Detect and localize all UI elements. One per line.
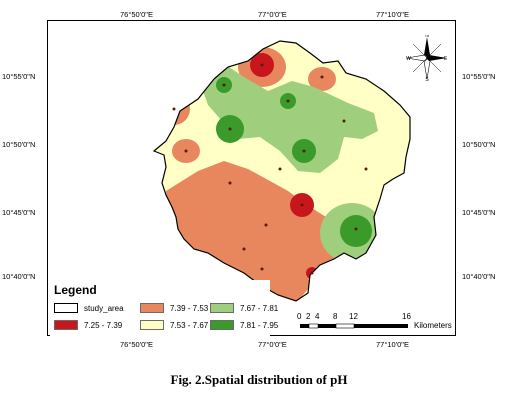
legend-item-7-39-7-53: 7.39 - 7.53: [140, 303, 208, 313]
sample-point: [264, 223, 268, 227]
legend-swatch-7-39-7-53: [140, 303, 164, 313]
lon-tick-bottom-3: 77°10'0"E: [376, 340, 409, 349]
legend-item-7-53-7-67: 7.53 - 7.67: [140, 320, 208, 330]
ph-map: [152, 40, 411, 302]
lon-tick-top-1: 76°50'0"E: [120, 10, 153, 19]
scale-tick-0: 0: [297, 312, 302, 321]
lon-tick-top-2: 77°0'0"E: [258, 10, 287, 19]
east-label: E: [444, 56, 448, 62]
scale-bar-graphic: [300, 323, 408, 329]
north-arrow-icon: N S W E: [406, 35, 448, 81]
sample-point: [278, 167, 282, 171]
zone-dgreen-5: [340, 215, 372, 247]
legend-label-7-81-7-95: 7.81 - 7.95: [240, 320, 279, 330]
lat-tick-left-1: 10°55'0"N: [2, 72, 36, 81]
legend-label-7-67-7-81: 7.67 - 7.81: [240, 303, 279, 313]
sample-point: [342, 119, 346, 123]
legend-swatch-7-25-7-39: [54, 320, 78, 330]
sample-point: [260, 267, 264, 271]
lon-tick-bottom-2: 77°0'0"E: [258, 340, 287, 349]
sample-point: [184, 149, 188, 153]
sample-point: [228, 181, 232, 185]
legend-swatch-7-53-7-67: [140, 320, 164, 330]
legend-label-7-39-7-53: 7.39 - 7.53: [170, 303, 209, 313]
lat-tick-right-2: 10°50'0"N: [462, 140, 496, 149]
legend-title: Legend: [54, 283, 97, 297]
zone-central-7.67-7.81: [198, 65, 378, 173]
lon-tick-bottom-1: 76°50'0"E: [120, 340, 153, 349]
lat-tick-left-2: 10°50'0"N: [2, 140, 36, 149]
sample-point: [172, 107, 176, 111]
sample-point: [228, 127, 232, 131]
legend-item-7-25-7-39: 7.25 - 7.39: [54, 320, 122, 330]
figure-caption: Fig. 2.Spatial distribution of pH: [170, 372, 348, 387]
scale-tick-4: 4: [315, 312, 320, 321]
legend-item-study-area: study_area: [54, 303, 124, 313]
lat-tick-right-1: 10°55'0"N: [462, 72, 496, 81]
lat-tick-left-3: 10°45'0"N: [2, 208, 36, 217]
scale-bar: 0 2 4 8 12 16 Kilometers: [296, 312, 486, 334]
sample-point: [320, 75, 324, 79]
lat-tick-left-4: 10°40'0"N: [2, 272, 36, 281]
sample-point: [300, 203, 304, 207]
west-label: W: [406, 56, 411, 62]
legend-label-7-53-7-67: 7.53 - 7.67: [170, 320, 209, 330]
sample-points: [172, 63, 368, 275]
zone-northeast-7.39-7.53: [308, 67, 336, 91]
scale-tick-2: 2: [306, 312, 311, 321]
scale-tick-8: 8: [333, 312, 338, 321]
sample-point: [364, 167, 368, 171]
sample-point: [260, 63, 264, 67]
lon-tick-top-3: 77°10'0"E: [376, 10, 409, 19]
scale-tick-12: 12: [349, 312, 358, 321]
sample-point: [222, 83, 226, 87]
legend-item-7-67-7-81: 7.67 - 7.81: [210, 303, 278, 313]
legend-swatch-7-81-7-95: [210, 320, 234, 330]
legend-label-study-area: study_area: [84, 303, 124, 313]
sample-point: [242, 247, 246, 251]
lat-tick-right-4: 10°40'0"N: [462, 272, 496, 281]
north-label: N: [425, 35, 429, 39]
sample-point: [286, 99, 290, 103]
sample-point: [310, 271, 314, 275]
study-area-boundary: [152, 40, 411, 302]
scale-unit: Kilometers: [414, 321, 452, 330]
lat-tick-right-3: 10°45'0"N: [462, 208, 496, 217]
sample-point: [302, 149, 306, 153]
sample-point: [354, 227, 358, 231]
legend-swatch-7-67-7-81: [210, 303, 234, 313]
legend-swatch-study-area: [54, 303, 78, 313]
legend-label-7-25-7-39: 7.25 - 7.39: [84, 320, 123, 330]
scale-tick-16: 16: [402, 312, 411, 321]
south-label: S: [425, 77, 429, 81]
legend-item-7-81-7-95: 7.81 - 7.95: [210, 320, 278, 330]
